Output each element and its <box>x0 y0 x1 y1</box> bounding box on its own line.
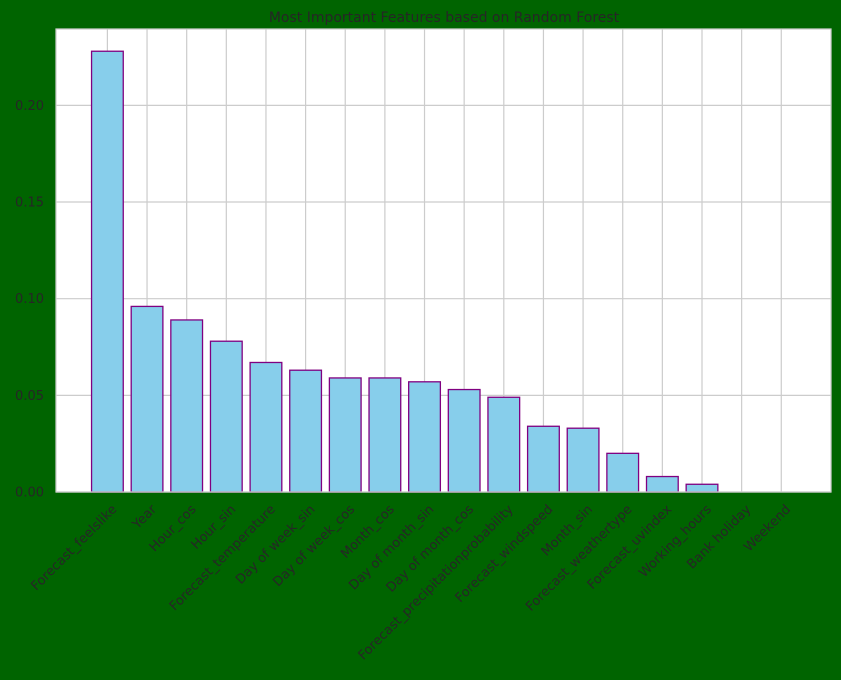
bar-0 <box>90 50 124 493</box>
bar-6 <box>328 377 362 493</box>
y-tick-label: 0.00 <box>15 486 44 501</box>
bar-9 <box>447 388 481 493</box>
y-tick-label: 0.05 <box>15 389 44 404</box>
chart-title: Most Important Features based on Random … <box>269 10 620 26</box>
x-tick-label: Forecast_feelslike <box>28 502 120 594</box>
bar-15 <box>685 483 719 493</box>
bar-11 <box>526 425 560 493</box>
plot-frame <box>55 28 832 493</box>
y-tick-label: 0.10 <box>15 292 44 307</box>
y-axis-ticks: 0.00 0.05 0.10 0.15 0.20 <box>15 99 44 501</box>
bar-14 <box>645 475 679 493</box>
bar-12 <box>566 427 600 493</box>
x-tick-label: Year <box>129 502 160 533</box>
bar-2 <box>170 319 204 493</box>
x-axis-ticks: Forecast_feelslike YearHour_cosHour_sinFo… <box>28 502 794 664</box>
x-tick-label: Working_hours <box>636 502 715 581</box>
bars <box>90 50 719 493</box>
bar-1 <box>130 305 164 493</box>
bar-7 <box>368 377 402 493</box>
bar-13 <box>606 452 640 493</box>
bar-5 <box>289 369 323 493</box>
bar-4 <box>249 361 283 493</box>
bar-3 <box>209 340 243 493</box>
y-tick-label: 0.20 <box>15 99 44 114</box>
bar-8 <box>408 381 442 493</box>
bar-10 <box>487 396 521 493</box>
y-tick-label: 0.15 <box>15 196 44 211</box>
